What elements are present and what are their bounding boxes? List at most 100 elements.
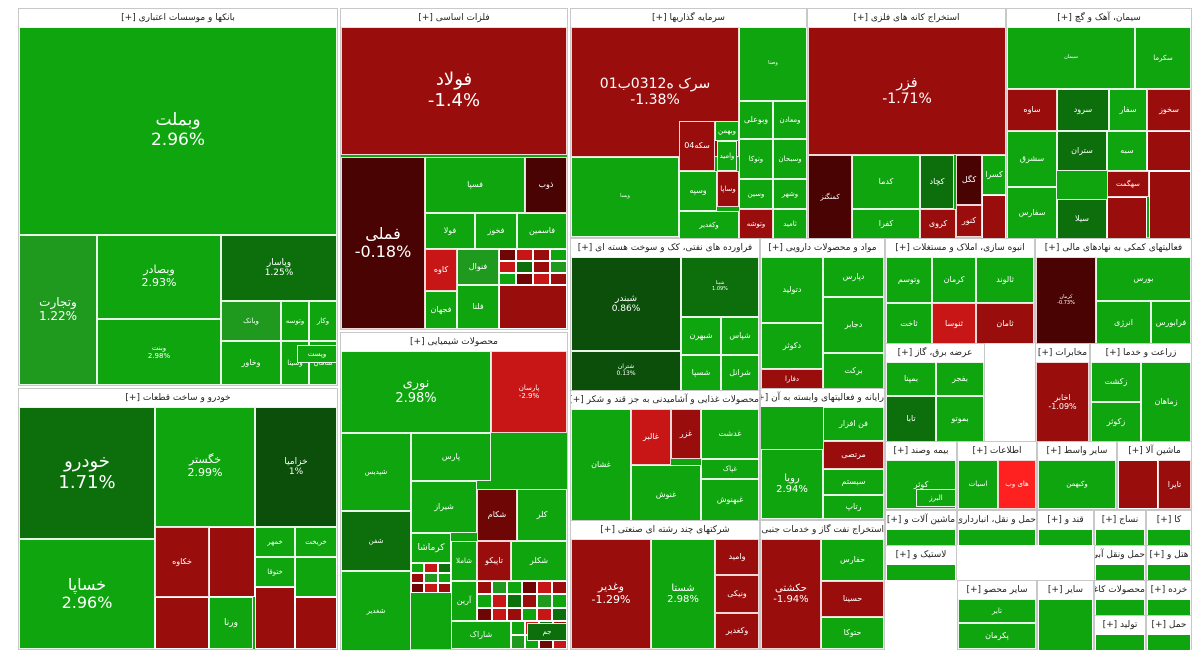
minor-stock-cell[interactable] bbox=[477, 581, 492, 595]
stock-tile[interactable]: برکت bbox=[823, 353, 884, 389]
stock-tile[interactable]: خزامیا 1% bbox=[255, 407, 337, 527]
stock-tile[interactable]: غالبر bbox=[631, 409, 671, 465]
stock-tile[interactable]: ورنا bbox=[209, 597, 253, 649]
minor-stock-cell[interactable] bbox=[533, 261, 550, 273]
stock-tile[interactable]: ثامید bbox=[773, 209, 807, 239]
stock-tile[interactable]: وتوشه bbox=[739, 209, 773, 239]
stock-tile[interactable]: سرود bbox=[1057, 89, 1109, 131]
stock-tile[interactable]: غنوش bbox=[631, 465, 701, 525]
minor-stock-cell[interactable] bbox=[1095, 529, 1145, 546]
stock-tile[interactable]: رویا 2.94% bbox=[761, 449, 823, 519]
stock-tile[interactable]: فجهان bbox=[425, 291, 457, 329]
minor-stock-cell[interactable] bbox=[424, 583, 438, 593]
stock-tile[interactable]: شپنا 1.09% bbox=[681, 257, 759, 317]
stock-tile[interactable]: کرمان -0.73% bbox=[1036, 257, 1096, 344]
minor-stock-cell[interactable] bbox=[1149, 171, 1191, 239]
stock-tile[interactable]: وسبحان bbox=[773, 139, 807, 179]
stock-tile[interactable]: پارس bbox=[411, 433, 491, 481]
stock-tile[interactable]: شبهرن bbox=[681, 317, 721, 355]
stock-tile[interactable]: بورس bbox=[1096, 257, 1191, 301]
stock-tile[interactable]: وبانک bbox=[221, 301, 281, 341]
stock-tile[interactable]: بموتو bbox=[936, 396, 984, 442]
minor-stock-cell[interactable] bbox=[1095, 599, 1145, 616]
stock-tile[interactable]: خساپا 2.96% bbox=[19, 539, 155, 649]
minor-stock-cell[interactable] bbox=[477, 607, 492, 621]
stock-tile[interactable]: ثامان bbox=[976, 303, 1034, 344]
stock-tile[interactable]: وصنا bbox=[739, 27, 807, 101]
minor-stock-cell[interactable] bbox=[522, 594, 537, 608]
minor-stock-cell[interactable] bbox=[437, 573, 451, 583]
stock-tile[interactable]: سیستم bbox=[823, 469, 884, 495]
stock-tile[interactable]: فولا bbox=[425, 213, 475, 249]
stock-tile[interactable]: زکشت bbox=[1091, 362, 1141, 402]
sector-header[interactable]: عرضه برق، گاز [+] bbox=[886, 344, 984, 363]
stock-tile[interactable]: شبندر 0.86% bbox=[571, 257, 681, 351]
stock-tile[interactable]: وکغدیر bbox=[679, 211, 739, 239]
stock-tile[interactable]: شپدیس bbox=[341, 433, 411, 511]
minor-stock-cell[interactable] bbox=[437, 563, 451, 573]
stock-tile[interactable]: تاپیکو bbox=[477, 541, 511, 581]
stock-tile[interactable]: تابا bbox=[886, 396, 936, 442]
sector-header[interactable]: هتل و [+] bbox=[1147, 546, 1191, 565]
stock-tile[interactable]: ونیکی bbox=[715, 575, 759, 613]
minor-stock-cell[interactable] bbox=[1095, 564, 1145, 581]
stock-tile[interactable]: غپاک bbox=[701, 459, 759, 479]
sector-header[interactable]: ماشین آلا [+] bbox=[1118, 442, 1191, 461]
stock-tile[interactable]: فخوز bbox=[475, 213, 517, 249]
stock-tile[interactable]: ساوه bbox=[1007, 89, 1057, 131]
stock-tile[interactable]: ختوقا bbox=[255, 557, 295, 587]
minor-stock-cell[interactable] bbox=[492, 581, 507, 595]
sector-header[interactable]: فعالیتهای کمکی به نهادهای مالی [+] bbox=[1036, 239, 1191, 258]
minor-stock-cell[interactable] bbox=[1038, 599, 1093, 651]
stock-tile[interactable]: کنور bbox=[956, 205, 982, 237]
minor-stock-cell[interactable] bbox=[437, 583, 451, 593]
sector-header[interactable]: استخراج نفت گاز و خدمات جنبی جز اکتشاف [… bbox=[761, 521, 884, 540]
stock-tile[interactable]: وسپه bbox=[679, 171, 717, 211]
minor-stock-cell[interactable] bbox=[552, 594, 567, 608]
stock-tile[interactable]: وتوسه bbox=[281, 301, 309, 341]
minor-stock-cell[interactable] bbox=[295, 597, 337, 649]
sector-header[interactable]: قند و [+] bbox=[1038, 511, 1093, 530]
minor-stock-cell[interactable] bbox=[533, 249, 550, 261]
stock-tile[interactable]: دتولید bbox=[761, 257, 823, 323]
sector-header[interactable]: بیمه وصند [+] bbox=[886, 442, 956, 461]
stock-tile[interactable]: ثاخت bbox=[886, 303, 932, 344]
sector-header[interactable]: لاستیک و [+] bbox=[886, 546, 956, 565]
stock-tile[interactable]: وغدیر -1.29% bbox=[571, 539, 651, 649]
minor-stock-cell[interactable] bbox=[411, 573, 425, 583]
sector-header[interactable]: مخابرات [+] bbox=[1036, 344, 1089, 363]
sector-header[interactable]: سرمایه گذاریها [+] bbox=[571, 9, 806, 28]
stock-tile[interactable]: خریخت bbox=[295, 527, 337, 557]
stock-tile[interactable]: های وب bbox=[998, 460, 1036, 509]
minor-stock-cell[interactable] bbox=[507, 594, 522, 608]
stock-tile[interactable]: شفن bbox=[341, 511, 411, 571]
minor-stock-cell[interactable] bbox=[499, 285, 567, 329]
minor-stock-cell[interactable] bbox=[552, 581, 567, 595]
stock-tile[interactable]: شکام bbox=[477, 489, 517, 541]
stock-tile[interactable]: وکار bbox=[309, 301, 337, 341]
stock-tile[interactable]: ثالوند bbox=[976, 257, 1034, 303]
minor-stock-cell[interactable] bbox=[1147, 599, 1191, 616]
stock-tile[interactable]: خودرو 1.71% bbox=[19, 407, 155, 539]
sector-header[interactable]: فلزات اساسی [+] bbox=[341, 9, 567, 28]
stock-tile[interactable]: فسپا bbox=[425, 157, 525, 213]
sector-header[interactable]: اطلاعات [+] bbox=[958, 442, 1036, 461]
sector-header[interactable]: سایر محصو [+] bbox=[958, 581, 1036, 600]
sector-header[interactable]: بانکها و موسسات اعتباری [+] bbox=[19, 9, 337, 28]
stock-tile[interactable]: فاسمین bbox=[517, 213, 567, 249]
stock-tile[interactable]: سهگمت bbox=[1107, 171, 1149, 197]
stock-tile[interactable]: شپاس bbox=[721, 317, 759, 355]
stock-tile[interactable]: وبصادر 2.93% bbox=[97, 235, 221, 319]
stock-tile[interactable]: وشهر bbox=[773, 179, 807, 209]
stock-tile[interactable]: مرتصی bbox=[823, 441, 884, 469]
minor-stock-cell[interactable] bbox=[499, 261, 516, 273]
minor-stock-cell[interactable] bbox=[516, 273, 533, 285]
sector-header[interactable]: محصولات کاغذی [+] bbox=[1095, 581, 1145, 600]
stock-tile[interactable]: کفرا bbox=[852, 209, 920, 239]
stock-tile[interactable]: وبهمن bbox=[715, 121, 739, 141]
minor-stock-cell[interactable] bbox=[424, 573, 438, 583]
stock-tile[interactable]: اخابر -1.09% bbox=[1036, 362, 1089, 442]
minor-stock-cell[interactable] bbox=[411, 583, 425, 593]
minor-stock-cell[interactable] bbox=[492, 594, 507, 608]
stock-tile[interactable]: وتوکا bbox=[739, 139, 773, 179]
